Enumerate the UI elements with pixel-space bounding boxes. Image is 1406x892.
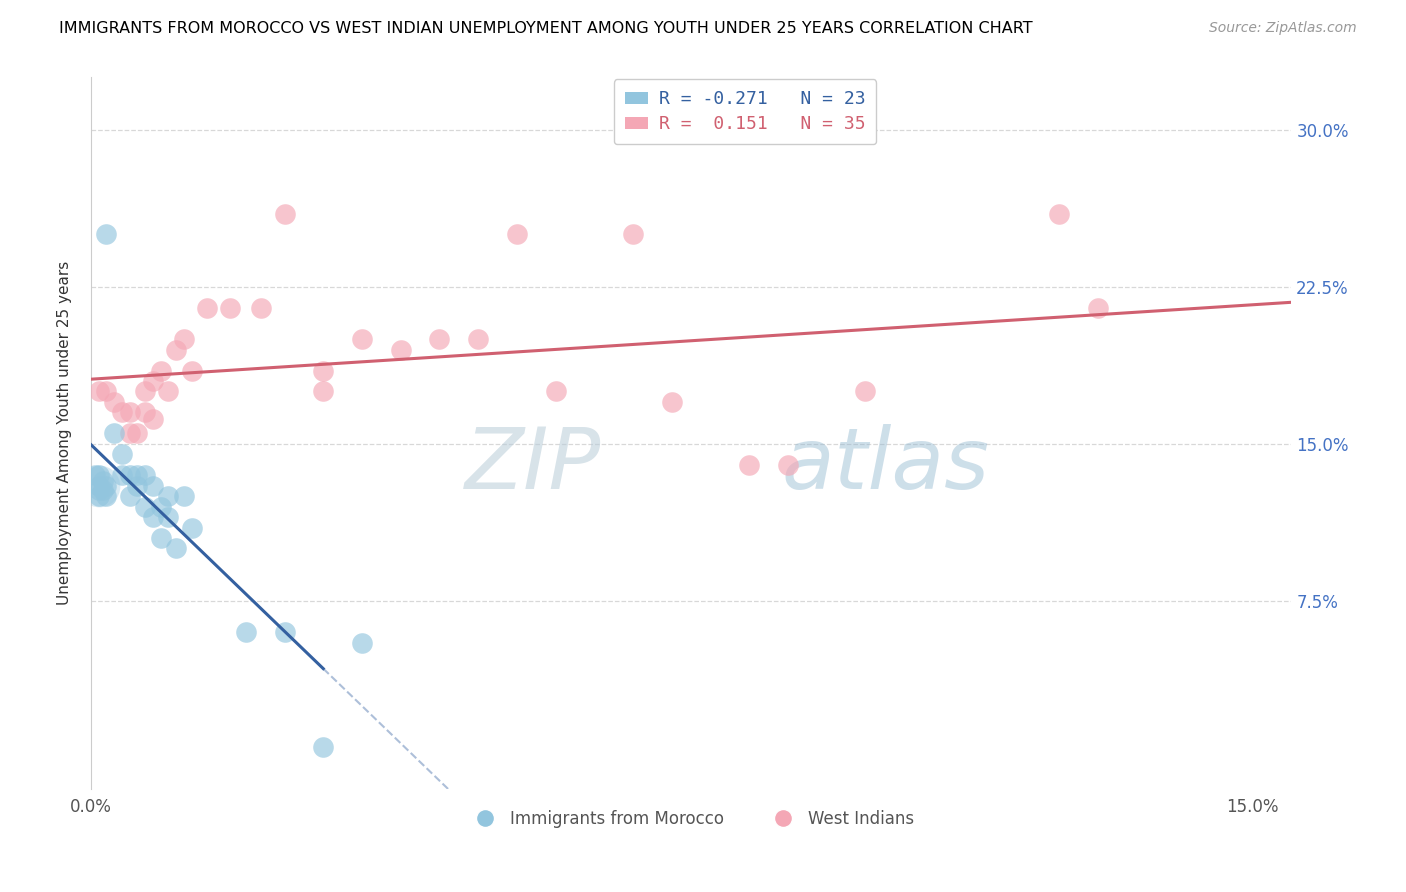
Point <box>118 405 141 419</box>
Point <box>195 301 218 315</box>
Point <box>776 458 799 472</box>
Point <box>96 489 118 503</box>
Point <box>250 301 273 315</box>
Point <box>350 635 373 649</box>
Point <box>165 343 187 357</box>
Point <box>142 478 165 492</box>
Point <box>103 426 125 441</box>
Point <box>1087 301 1109 315</box>
Text: atlas: atlas <box>782 424 990 507</box>
Point <box>173 332 195 346</box>
Point <box>1047 206 1070 220</box>
Point <box>91 483 114 497</box>
Point <box>127 478 149 492</box>
Point <box>312 363 335 377</box>
Point <box>180 520 202 534</box>
Point <box>134 468 156 483</box>
Point <box>87 483 110 497</box>
Point <box>621 227 644 242</box>
Point <box>111 447 134 461</box>
Point <box>134 405 156 419</box>
Point <box>467 332 489 346</box>
Point <box>149 500 172 514</box>
Point <box>661 395 683 409</box>
Point <box>96 227 118 242</box>
Point <box>142 510 165 524</box>
Point <box>91 475 114 489</box>
Point <box>134 384 156 399</box>
Point <box>149 363 172 377</box>
Point <box>118 489 141 503</box>
Point <box>111 468 134 483</box>
Point <box>312 384 335 399</box>
Legend: Immigrants from Morocco, West Indians: Immigrants from Morocco, West Indians <box>463 803 921 834</box>
Point <box>350 332 373 346</box>
Point <box>853 384 876 399</box>
Point <box>87 468 110 483</box>
Point <box>96 384 118 399</box>
Point <box>87 384 110 399</box>
Point <box>165 541 187 556</box>
Point <box>87 478 110 492</box>
Text: Source: ZipAtlas.com: Source: ZipAtlas.com <box>1209 21 1357 36</box>
Point <box>544 384 567 399</box>
Point <box>142 411 165 425</box>
Point <box>273 206 295 220</box>
Point <box>157 510 180 524</box>
Point <box>219 301 242 315</box>
Y-axis label: Unemployment Among Youth under 25 years: Unemployment Among Youth under 25 years <box>58 261 72 606</box>
Point <box>180 363 202 377</box>
Point <box>738 458 761 472</box>
Point <box>506 227 529 242</box>
Point <box>157 384 180 399</box>
Point <box>96 478 118 492</box>
Point <box>142 374 165 388</box>
Point <box>127 426 149 441</box>
Text: IMMIGRANTS FROM MOROCCO VS WEST INDIAN UNEMPLOYMENT AMONG YOUTH UNDER 25 YEARS C: IMMIGRANTS FROM MOROCCO VS WEST INDIAN U… <box>59 21 1032 37</box>
Point <box>118 468 141 483</box>
Point <box>87 478 110 492</box>
Point <box>103 395 125 409</box>
Point <box>134 500 156 514</box>
Text: ZIP: ZIP <box>465 424 602 507</box>
Point <box>273 625 295 640</box>
Point <box>87 489 110 503</box>
Point <box>111 405 134 419</box>
Point <box>429 332 451 346</box>
Point <box>149 531 172 545</box>
Point <box>157 489 180 503</box>
Point <box>235 625 257 640</box>
Point <box>118 426 141 441</box>
Point <box>312 740 335 755</box>
Point <box>83 468 105 483</box>
Point <box>389 343 412 357</box>
Point <box>127 468 149 483</box>
Point <box>173 489 195 503</box>
